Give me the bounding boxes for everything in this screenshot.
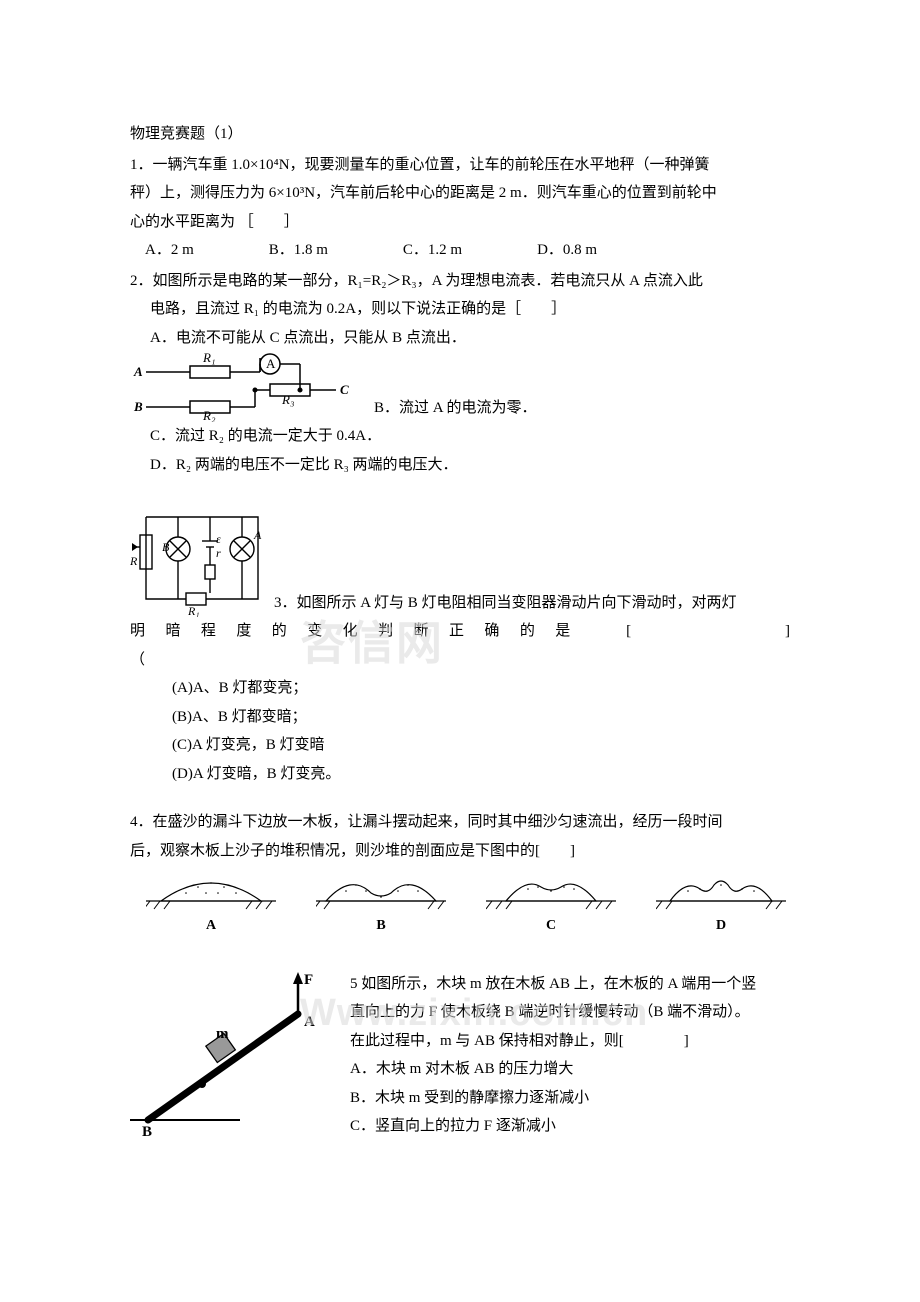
svg-text:C: C [340,382,349,397]
svg-text:ε: ε [216,532,221,546]
page-title: 物理竞赛题（1） [130,120,790,149]
q3-optD: (D)A 灯变暗，B 灯变亮。 [172,760,790,789]
svg-text:m: m [216,1026,229,1042]
q3-stem-2: 明 暗 程 度 的 变 化 判 断 正 确 的 是 [ ] [130,617,790,646]
q2-optC: C．流过 R₂ 的电流一定大于 0.4A． [130,422,790,451]
q3-circuit-diagram: R B A ε r R₁ [130,507,270,617]
q3-optC: (C)A 灯变亮，B 灯变暗 [172,731,790,760]
q3-optA: (A)A、B 灯都变亮； [172,674,790,703]
svg-text:F: F [304,972,313,988]
q2-stem-1: 2．如图所示是电路的某一部分，R₁=R₂＞R₃，A 为理想电流表．若电流只从 A… [130,267,790,296]
svg-text:A: A [266,356,276,371]
svg-text:r: r [216,546,221,560]
q2-optA: A．电流不可能从 C 点流出，只能从 B 点流出． [130,324,790,353]
q1-options: A．2 m B．1.8 m C．1.2 m D．0.8 m [130,236,790,265]
q5-figure: F A B m [130,970,330,1140]
q3-stem-1: 3．如图所示 A 灯与 B 灯电阻相同当变阻器滑动片向下滑动时，对两灯 [274,589,790,618]
q1-stem-3: 心的水平距离为 ［ ］ [130,208,790,237]
q3-optB: (B)A、B 灯都变暗； [172,703,790,732]
q3-stem-3: （ [130,646,790,675]
svg-text:B: B [162,540,170,554]
q1-stem-1: 1．一辆汽车重 1.0×10⁴N，现要测量车的重心位置，让车的前轮压在水平地秤（… [130,151,790,180]
q2-optB: B．流过 A 的电流为零． [354,394,537,423]
svg-text:A: A [133,364,143,379]
q4-label-A: A [146,913,276,940]
q5-stem-2: 直向上的力 F 使木板绕 B 端逆时针缓慢转动（B 端不滑动）。 [350,998,790,1027]
q4-heap-B: B [316,871,446,940]
question-5: F A B m 5 如图所示，木块 m 放在木板 AB 上，在木板的 A 端用一… [130,970,790,1141]
q4-heap-C: C [486,871,616,940]
question-2: 2．如图所示是电路的某一部分，R₁=R₂＞R₃，A 为理想电流表．若电流只从 A… [130,267,790,480]
svg-text:R₁: R₁ [202,352,215,365]
q4-label-C: C [486,913,616,940]
q2-stem-2: 电路，且流过 R₁ 的电流为 0.2A，则以下说法正确的是［ ］ [130,295,790,324]
svg-text:R₂: R₂ [202,408,216,422]
q5-optC: C．竖直向上的拉力 F 逐渐减小 [350,1112,790,1141]
q4-label-D: D [656,913,786,940]
q5-stem-3: 在此过程中，m 与 AB 保持相对静止，则[ ] [350,1027,790,1056]
svg-text:B: B [133,399,143,414]
q4-heap-D: D [656,871,786,940]
q5-stem-1: 5 如图所示，木块 m 放在木板 AB 上，在木板的 A 端用一个竖 [350,970,790,999]
q2-optD: D．R₂ 两端的电压不一定比 R₃ 两端的电压大． [130,451,790,480]
q4-label-B: B [316,913,446,940]
question-3: R B A ε r R₁ 3．如图所示 A 灯与 B 灯电阻相同当变阻器滑动片向… [130,507,790,788]
q5-optA: A．木块 m 对木板 AB 的压力增大 [350,1055,790,1084]
q2-circuit-diagram: A B C R₁ R₂ R₃ A [130,352,350,422]
svg-text:A: A [304,1014,315,1030]
svg-text:B: B [142,1124,152,1140]
q5-optB: B．木块 m 受到的静摩擦力逐渐减小 [350,1084,790,1113]
svg-text:R₃: R₃ [281,392,294,407]
svg-text:R: R [130,554,138,568]
svg-text:A: A [253,528,262,542]
q4-stem-2: 后，观察木板上沙子的堆积情况，则沙堆的剖面应是下图中的[ ] [130,837,790,866]
q4-heap-A: A [146,871,276,940]
question-4: 4．在盛沙的漏斗下边放一木板，让漏斗摆动起来，同时其中细沙匀速流出，经历一段时间… [130,808,790,940]
svg-text:R₁: R₁ [187,604,200,617]
q1-stem-2: 秤）上，测得压力为 6×10³N，汽车前后轮中心的距离是 2 m．则汽车重心的位… [130,179,790,208]
question-1: 1．一辆汽车重 1.0×10⁴N，现要测量车的重心位置，让车的前轮压在水平地秤（… [130,151,790,265]
q4-stem-1: 4．在盛沙的漏斗下边放一木板，让漏斗摆动起来，同时其中细沙匀速流出，经历一段时间 [130,808,790,837]
